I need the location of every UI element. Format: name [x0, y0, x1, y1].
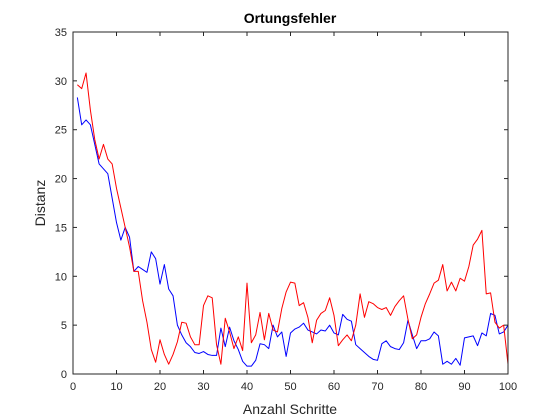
series-line-2 [77, 72, 508, 366]
y-tick-label: 10 [55, 271, 67, 283]
y-tick-label: 35 [55, 27, 67, 39]
x-axis-title: Anzahl Schritte [243, 401, 337, 417]
y-tick-label: 15 [55, 222, 67, 234]
y-axis: 0 5 10 15 20 25 30 35 [55, 27, 508, 381]
x-tick-label: 80 [415, 381, 427, 393]
y-axis-title: Distanz [32, 180, 48, 227]
series-line-1 [76, 97, 508, 367]
x-tick-label: 90 [458, 381, 470, 393]
x-tick-label: 10 [110, 381, 122, 393]
y-tick-label: 25 [55, 125, 67, 137]
x-axis: 0 10 20 30 40 50 60 70 80 90 100 [70, 32, 517, 393]
y-tick-label: 0 [61, 369, 67, 381]
series-layer [76, 72, 508, 367]
x-tick-label: 60 [328, 381, 340, 393]
x-tick-label: 0 [70, 381, 76, 393]
y-tick-label: 20 [55, 174, 67, 186]
chart-title: Ortungsfehler [244, 10, 337, 26]
x-tick-label: 40 [241, 381, 253, 393]
x-tick-label: 20 [154, 381, 166, 393]
x-tick-label: 50 [284, 381, 296, 393]
plot-area-background [73, 32, 508, 374]
y-tick-label: 30 [55, 76, 67, 88]
x-tick-label: 30 [197, 381, 209, 393]
y-tick-label: 5 [61, 320, 67, 332]
x-tick-label: 100 [499, 381, 517, 393]
x-tick-label: 70 [371, 381, 383, 393]
